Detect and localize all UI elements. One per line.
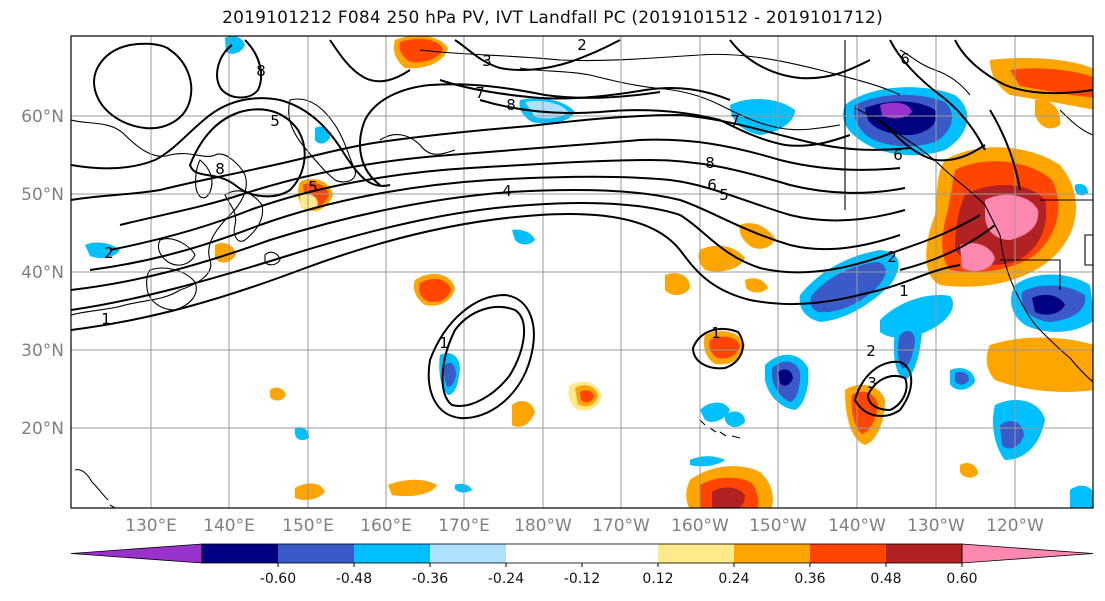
colorbar-extend-low	[70, 543, 203, 564]
lat-label: 40°N	[21, 263, 64, 283]
contour-label: 5	[270, 112, 280, 130]
colorbar-tick-label: -0.24	[488, 571, 524, 587]
lon-label: 180°W	[514, 516, 572, 536]
contour-label: 8	[705, 154, 715, 172]
colorbar-tick-label: -0.36	[412, 571, 448, 587]
lat-label: 50°N	[21, 185, 64, 205]
contour-label: 8	[215, 160, 225, 178]
colorbar-swatch	[506, 544, 583, 563]
colorbar-swatch	[886, 544, 963, 563]
colorbar-tick-label: -0.12	[564, 571, 600, 587]
colorbar-tick-label: -0.60	[260, 571, 296, 587]
lon-label: 160°W	[671, 516, 729, 536]
lon-label: 170°W	[592, 516, 650, 536]
shaded-field	[85, 36, 1093, 508]
contour-label: 2	[577, 36, 587, 54]
lon-label: 130°W	[907, 516, 965, 536]
colorbar-swatch	[734, 544, 811, 563]
gridlines	[71, 36, 1093, 508]
contour-label: 7	[475, 84, 485, 102]
lon-label: 130°E	[125, 516, 177, 536]
colorbar-tick-label: 0.48	[870, 571, 901, 587]
contour-label: 5	[308, 178, 318, 196]
lon-label: 120°W	[986, 516, 1044, 536]
colorbar-swatch	[354, 544, 431, 563]
contour-label: 2	[866, 342, 876, 360]
colorbar-tick-label: -0.48	[336, 571, 372, 587]
contour-label: 6	[900, 50, 910, 68]
lon-label: 140°W	[828, 516, 886, 536]
contour-label: 3	[867, 374, 877, 392]
colorbar-tick-label: 0.36	[794, 571, 825, 587]
colorbar-swatch	[658, 544, 735, 563]
contour-label: 6	[893, 146, 903, 164]
colorbar-extend-high	[961, 543, 1094, 564]
contour-label: 2	[104, 244, 114, 262]
lon-label: 150°E	[282, 516, 334, 536]
contour-label: 8	[256, 62, 266, 80]
colorbar-swatch	[202, 544, 279, 563]
map-frame	[70, 35, 1094, 509]
contour-label: 6	[707, 176, 717, 194]
contour-label: 8	[506, 96, 516, 114]
lon-label: 170°E	[438, 516, 490, 536]
latitude-labels: 60°N 50°N 40°N 30°N 20°N	[21, 107, 64, 439]
colorbar-tick-label: 0.24	[718, 571, 749, 587]
contour-label: 5	[719, 186, 729, 204]
colorbar-swatch	[278, 544, 355, 563]
lon-label: 160°E	[360, 516, 412, 536]
contour-label: 7	[730, 112, 740, 130]
lon-label: 150°W	[749, 516, 807, 536]
pv-contours	[71, 39, 1093, 420]
colorbar-swatch	[582, 544, 659, 563]
contour-label: 1	[101, 310, 111, 328]
contour-label: 1	[899, 282, 909, 300]
colorbar: -0.60 -0.48 -0.36 -0.24 -0.12 0.12 0.24 0.36 0.4…	[70, 543, 1094, 587]
colorbar-tick-label: 0.60	[946, 571, 977, 587]
longitude-labels: 130°E 140°E 150°E 160°E 170°E 180°W 170°W 160°W…	[125, 516, 1044, 536]
lat-label: 20°N	[21, 419, 64, 439]
colorbar-swatch	[810, 544, 887, 563]
contour-label: 2	[887, 248, 897, 266]
contour-label: 3	[482, 52, 492, 70]
map-title: 2019101212 F084 250 hPa PV, IVT Landfall…	[222, 8, 883, 28]
lon-label: 140°E	[203, 516, 255, 536]
contour-label: 1	[439, 334, 449, 352]
lat-label: 60°N	[21, 107, 64, 127]
contour-label: 4	[502, 182, 512, 200]
contour-label: 1	[711, 324, 721, 342]
lat-label: 30°N	[21, 341, 64, 361]
colorbar-tick-label: 0.12	[642, 571, 673, 587]
colorbar-swatch	[430, 544, 507, 563]
